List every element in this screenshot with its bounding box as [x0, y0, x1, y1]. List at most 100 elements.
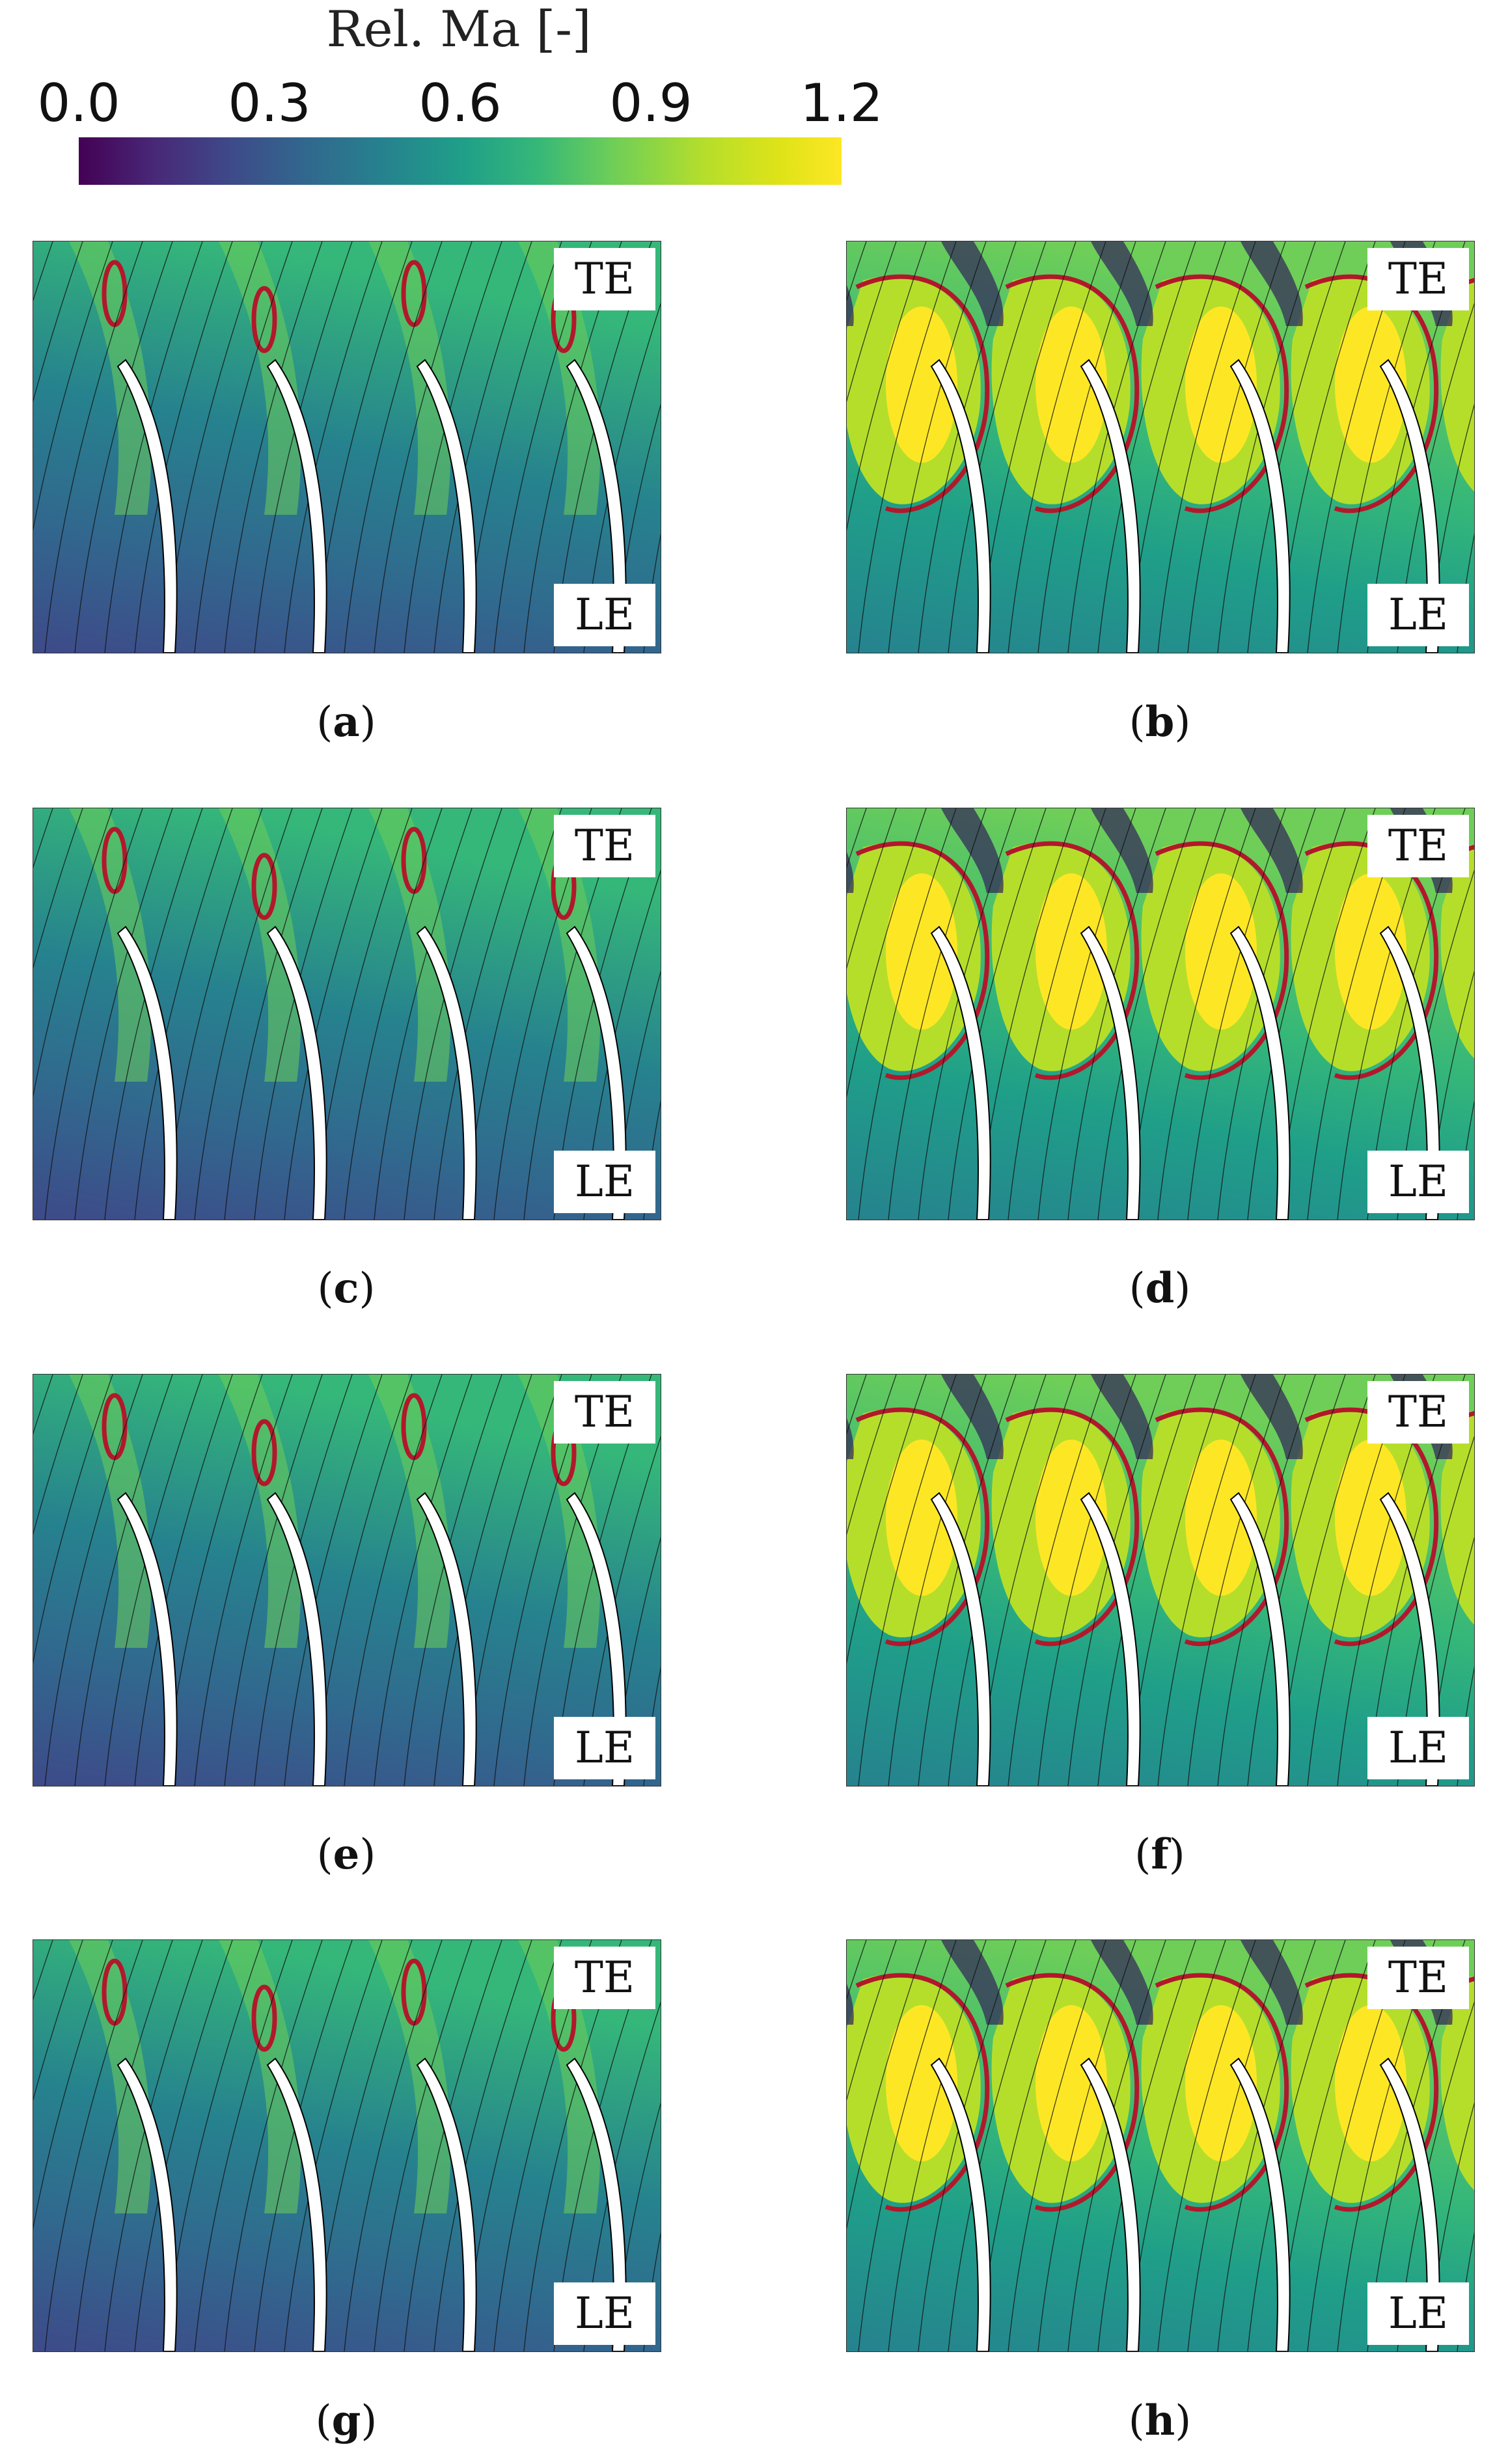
contour-line — [1097, 1940, 1196, 2351]
contour-line — [1247, 1375, 1346, 1786]
contour-line — [374, 808, 473, 1220]
contour-line — [104, 241, 203, 653]
trailing-edge-label: TE — [554, 1947, 655, 2009]
contour-line — [404, 241, 502, 653]
caption-b: (b) — [1129, 698, 1191, 746]
blade — [1229, 359, 1291, 653]
contour-line — [1187, 241, 1286, 653]
sonic-line — [1155, 274, 1289, 513]
blade — [117, 1492, 178, 1786]
leading-edge-label: LE — [554, 1151, 655, 1213]
contour-line — [948, 1375, 1047, 1786]
sonic-line — [251, 1984, 277, 2052]
leading-edge-label: LE — [1367, 1151, 1469, 1213]
contour-line — [284, 1940, 383, 2351]
contour-line — [254, 1375, 353, 1786]
colorbar-title: Rel. Ma [-] — [326, 0, 592, 58]
contour-panel-b: TE LE — [846, 241, 1475, 653]
leading-edge-label: LE — [554, 2282, 655, 2345]
blade — [117, 2057, 178, 2351]
contour-line — [847, 1940, 927, 2230]
contour-panel-g: TE LE — [33, 1939, 661, 2352]
contour-line — [33, 1375, 83, 1535]
contour-line — [858, 1940, 957, 2351]
contour-line — [33, 241, 83, 402]
contour-line — [858, 1375, 957, 1786]
contour-line — [344, 241, 443, 653]
trailing-edge-label: TE — [554, 1381, 655, 1444]
contour-line — [224, 808, 323, 1220]
contour-panel-d: TE LE — [846, 808, 1475, 1220]
contour-line — [74, 1375, 173, 1786]
contour-line — [404, 1375, 502, 1786]
contour-line — [888, 1940, 987, 2351]
contour-line — [1097, 1375, 1196, 1786]
trailing-edge-label: TE — [1367, 815, 1469, 877]
contour-line — [1247, 1940, 1346, 2351]
blade — [416, 2057, 477, 2351]
sonic-line — [251, 1419, 277, 1486]
contour-line — [104, 808, 203, 1220]
contour-line — [1157, 1375, 1256, 1786]
contour-line — [134, 808, 233, 1220]
sonic-line — [1155, 1973, 1289, 2212]
contour-line — [194, 1940, 293, 2351]
contour-line — [44, 241, 143, 653]
trailing-edge-label: TE — [1367, 1381, 1469, 1444]
sonic-line — [855, 274, 990, 513]
sonic-line — [855, 1407, 990, 1647]
sonic-line — [1005, 841, 1140, 1080]
caption-a: (a) — [316, 698, 376, 746]
colorbar-tick: 0.3 — [228, 73, 311, 133]
contour-line — [374, 241, 473, 653]
blade — [1229, 2057, 1291, 2351]
blade — [416, 925, 477, 1220]
contour-line — [1097, 241, 1196, 653]
blade — [117, 925, 178, 1220]
blade — [1229, 925, 1291, 1220]
caption-h: (h) — [1128, 2396, 1192, 2445]
contour-line — [254, 808, 353, 1220]
contour-line — [74, 1940, 173, 2351]
colorbar-tick: 0.0 — [37, 73, 120, 133]
contour-line — [1157, 241, 1256, 653]
contour-line — [33, 1940, 113, 2230]
contour-line — [1247, 808, 1346, 1220]
blade — [930, 359, 991, 653]
sonic-line — [1155, 841, 1289, 1080]
contour-line — [1067, 241, 1166, 653]
contour-line — [344, 1940, 443, 2351]
contour-line — [1217, 1940, 1316, 2351]
contour-line — [1008, 1940, 1106, 2351]
contour-line — [1008, 808, 1106, 1220]
contour-line — [847, 241, 897, 402]
contour-line — [888, 1375, 987, 1786]
contour-line — [1037, 1375, 1136, 1786]
contour-line — [1187, 808, 1286, 1220]
sonic-line — [1005, 274, 1140, 513]
contour-line — [224, 1375, 323, 1786]
blade — [266, 1492, 327, 1786]
blade — [416, 1492, 477, 1786]
contour-line — [1008, 241, 1106, 653]
contour-line — [374, 1375, 473, 1786]
contour-line — [433, 1375, 532, 1786]
trailing-edge-label: TE — [554, 248, 655, 310]
colorbar — [79, 137, 842, 185]
trailing-edge-label: TE — [1367, 1947, 1469, 2009]
contour-line — [847, 808, 897, 969]
contour-line — [1247, 241, 1346, 653]
contour-line — [918, 1375, 1017, 1786]
contour-line — [33, 1940, 83, 2101]
contour-line — [433, 808, 532, 1220]
blade — [1229, 1492, 1291, 1786]
contour-line — [33, 241, 113, 531]
contour-line — [948, 1940, 1047, 2351]
contour-line — [44, 1940, 143, 2351]
contour-line — [918, 808, 1017, 1220]
contour-line — [433, 1940, 532, 2351]
caption-f: (f) — [1134, 1830, 1185, 1879]
contour-line — [1037, 241, 1136, 653]
contour-line — [284, 1375, 383, 1786]
blade — [266, 925, 327, 1220]
